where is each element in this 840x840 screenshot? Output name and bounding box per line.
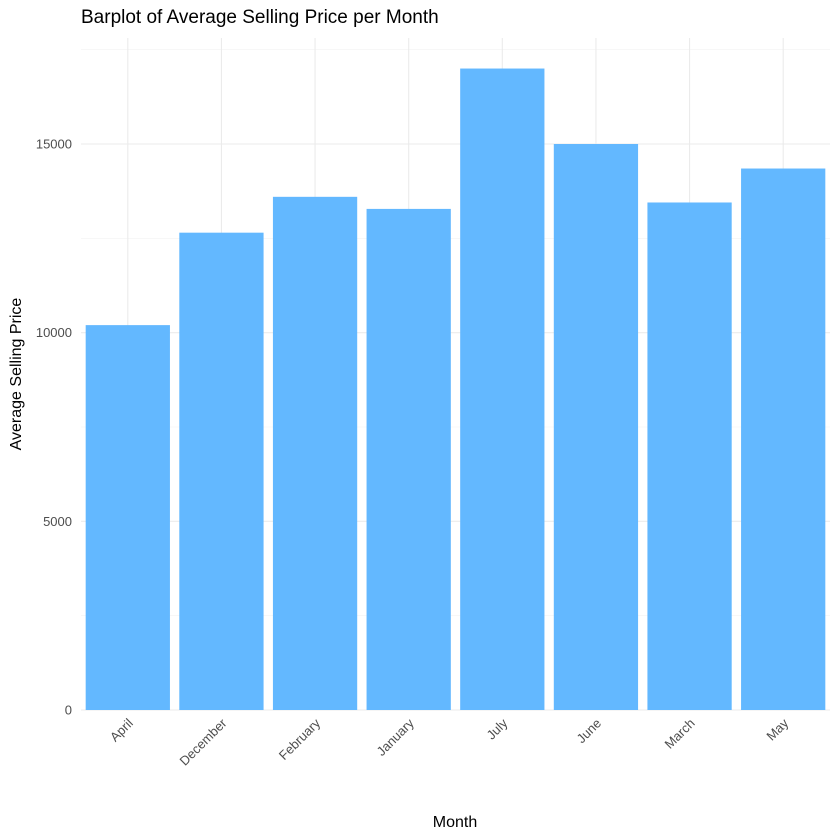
x-tick-label: January bbox=[373, 715, 417, 759]
bars bbox=[85, 68, 826, 711]
x-tick-label: May bbox=[763, 715, 791, 743]
x-tick-label: March bbox=[662, 716, 698, 752]
y-tick-label: 0 bbox=[65, 703, 72, 718]
y-tick-label: 15000 bbox=[36, 137, 72, 152]
x-axis-ticks: April December February January July June Marc… bbox=[107, 715, 792, 768]
bar-may bbox=[741, 168, 826, 710]
bar-february bbox=[272, 196, 358, 710]
y-axis-title: Average Selling Price bbox=[8, 298, 25, 451]
bar-june bbox=[553, 144, 639, 710]
y-tick-label: 10000 bbox=[36, 325, 72, 340]
bar-april bbox=[85, 325, 170, 710]
x-tick-label: December bbox=[177, 715, 230, 768]
bar-july bbox=[460, 68, 545, 711]
x-axis-title: Month bbox=[433, 814, 477, 831]
y-axis-ticks: 0 5000 10000 15000 bbox=[36, 137, 72, 718]
x-tick-label: July bbox=[483, 715, 510, 742]
x-tick-label: February bbox=[276, 715, 324, 763]
y-tick-label: 5000 bbox=[43, 514, 72, 529]
x-tick-label: April bbox=[107, 715, 136, 744]
chart-title: Barplot of Average Selling Price per Mon… bbox=[81, 7, 439, 28]
x-tick-label: June bbox=[574, 716, 605, 747]
bar-december bbox=[179, 232, 264, 710]
bar-march bbox=[647, 202, 732, 710]
bar-january bbox=[366, 208, 451, 710]
